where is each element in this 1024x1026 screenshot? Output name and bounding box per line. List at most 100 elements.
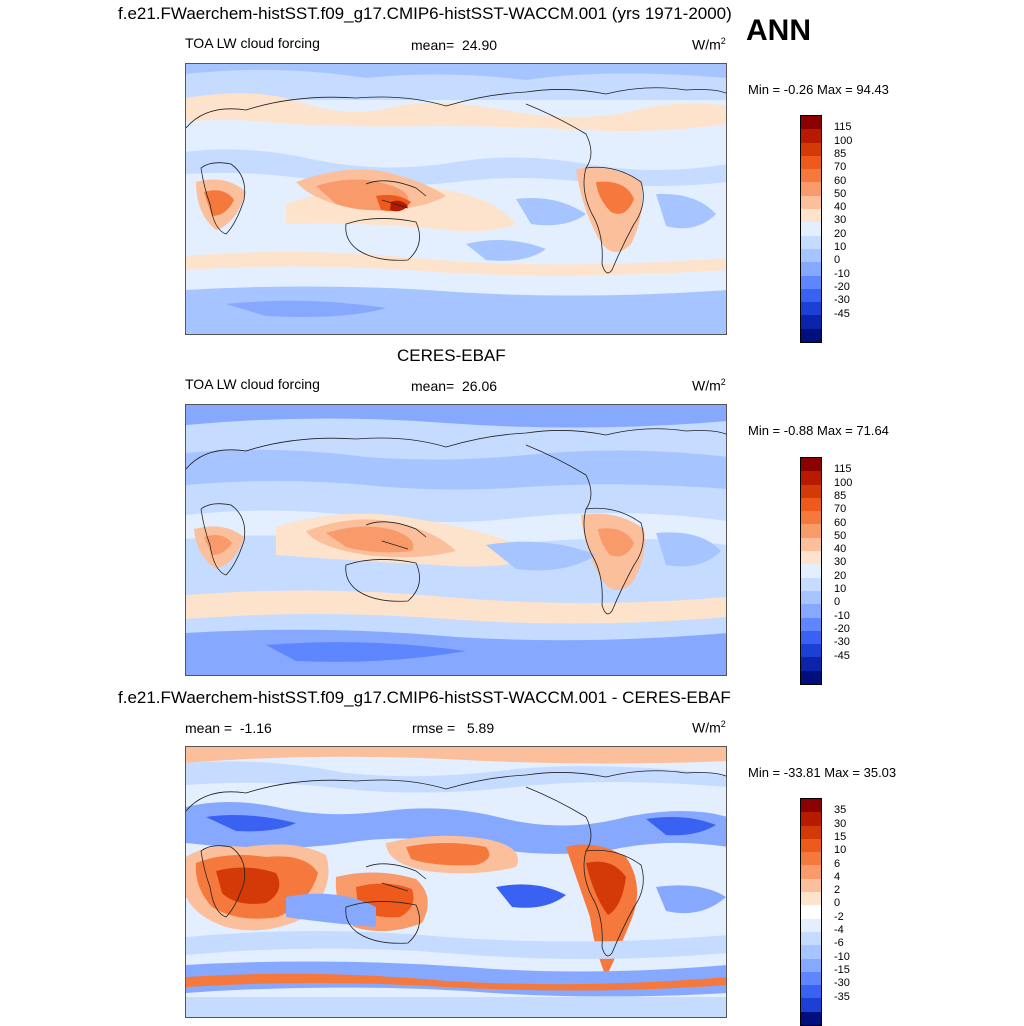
colorbar-tick-label: 100 bbox=[834, 134, 853, 147]
colorbar-swatch bbox=[801, 484, 821, 498]
colorbar-swatch bbox=[801, 315, 821, 329]
panel2-colorbar bbox=[800, 457, 822, 686]
panel3-rmse: rmse = 5.89 bbox=[412, 720, 494, 736]
colorbar-swatch bbox=[801, 812, 821, 826]
panel3-units: W/m2 bbox=[692, 719, 726, 736]
panel1-units-sup: 2 bbox=[720, 36, 726, 46]
colorbar-tick-label: 30 bbox=[834, 214, 847, 227]
colorbar-swatch bbox=[801, 865, 821, 879]
panel3-title: f.e21.FWaerchem-histSST.f09_g17.CMIP6-hi… bbox=[118, 688, 731, 707]
colorbar-swatch bbox=[801, 129, 821, 143]
colorbar-swatch bbox=[801, 511, 821, 525]
colorbar-tick-label: 10 bbox=[834, 844, 847, 857]
colorbar-swatch bbox=[801, 209, 821, 223]
colorbar-tick-label: 0 bbox=[834, 596, 841, 609]
panel2-minmax: Min = -0.88 Max = 71.64 bbox=[748, 423, 889, 438]
colorbar-swatch bbox=[801, 1011, 821, 1026]
colorbar-tick-label: -4 bbox=[834, 924, 844, 936]
colorbar-swatch bbox=[801, 262, 821, 276]
panel2-mean-value: 26.06 bbox=[461, 378, 498, 394]
colorbar-swatch bbox=[801, 878, 821, 893]
colorbar-swatch bbox=[801, 155, 821, 170]
colorbar-tick-label: 0 bbox=[834, 897, 841, 910]
colorbar-tick-label: 10 bbox=[834, 241, 847, 253]
colorbar-tick-label: 115 bbox=[834, 463, 852, 476]
model-title: f.e21.FWaerchem-histSST.f09_g17.CMIP6-hi… bbox=[118, 4, 732, 23]
colorbar-swatch bbox=[801, 328, 821, 343]
colorbar-swatch bbox=[801, 604, 821, 618]
colorbar-tick-label: 30 bbox=[834, 556, 847, 569]
panel3-mean-value: -1.16 bbox=[239, 720, 272, 736]
colorbar-swatch bbox=[801, 945, 821, 959]
colorbar-tick-label: -10 bbox=[834, 950, 850, 963]
panel1-units-text: W/m bbox=[692, 36, 721, 53]
colorbar-tick-label: 2 bbox=[834, 884, 841, 897]
colorbar-swatch bbox=[801, 577, 821, 591]
colorbar-swatch bbox=[801, 116, 821, 130]
colorbar-swatch bbox=[801, 142, 821, 156]
panel2-units-sup: 2 bbox=[720, 377, 726, 387]
panel2-colorbar-swatches bbox=[800, 457, 822, 686]
panel3-map bbox=[185, 746, 727, 1018]
panel1-colorbar bbox=[800, 115, 822, 344]
panel1-minmax: Min = -0.26 Max = 94.43 bbox=[748, 82, 889, 97]
panel2-title: CERES-EBAF bbox=[397, 346, 506, 365]
colorbar-tick-label: 30 bbox=[834, 817, 847, 830]
panel2-mean: mean= 26.06 bbox=[411, 378, 497, 394]
colorbar-swatch bbox=[801, 838, 821, 853]
panel1-mean-value: 24.90 bbox=[461, 37, 498, 53]
colorbar-swatch bbox=[801, 590, 821, 605]
colorbar-swatch bbox=[801, 222, 821, 236]
colorbar-swatch bbox=[801, 670, 821, 685]
colorbar-swatch bbox=[801, 971, 821, 986]
colorbar-tick-label: 15 bbox=[834, 830, 847, 843]
colorbar-tick-label: 6 bbox=[834, 857, 841, 870]
colorbar-swatch bbox=[801, 985, 821, 999]
colorbar-tick-label: 85 bbox=[834, 147, 847, 160]
season-label: ANN bbox=[746, 14, 811, 47]
colorbar-tick-label: 4 bbox=[834, 870, 841, 883]
colorbar-tick-label: 100 bbox=[834, 476, 853, 489]
panel1-mean: mean= 24.90 bbox=[411, 37, 497, 53]
colorbar-tick-label: 20 bbox=[834, 227, 847, 240]
colorbar-swatch bbox=[801, 248, 821, 263]
colorbar-swatch bbox=[801, 931, 821, 946]
colorbar-tick-label: -6 bbox=[834, 937, 844, 950]
colorbar-tick-label: -20 bbox=[834, 280, 850, 293]
panel2-units: W/m2 bbox=[692, 377, 726, 394]
panel2-mean-label: mean= bbox=[411, 378, 455, 394]
colorbar-tick-label: 60 bbox=[834, 174, 847, 187]
colorbar-swatch bbox=[801, 524, 821, 538]
colorbar-swatch bbox=[801, 998, 821, 1012]
colorbar-swatch bbox=[801, 617, 821, 631]
colorbar-tick-label: 85 bbox=[834, 489, 847, 502]
colorbar-tick-label: -20 bbox=[834, 622, 850, 635]
colorbar-tick-label: -30 bbox=[834, 294, 850, 307]
colorbar-swatch bbox=[801, 235, 821, 249]
colorbar-swatch bbox=[801, 551, 821, 565]
panel3-mean: mean = -1.16 bbox=[185, 720, 272, 736]
colorbar-swatch bbox=[801, 195, 821, 210]
panel3-rmse-label: rmse = bbox=[412, 720, 456, 736]
colorbar-swatch bbox=[801, 852, 821, 866]
colorbar-swatch bbox=[801, 892, 821, 906]
colorbar-swatch bbox=[801, 302, 821, 316]
colorbar-tick-label: -35 bbox=[834, 990, 850, 1003]
colorbar-tick-label: -10 bbox=[834, 267, 850, 280]
colorbar-tick-label: 20 bbox=[834, 569, 847, 582]
panel3-mean-label: mean = bbox=[185, 720, 233, 736]
colorbar-tick-label: 10 bbox=[834, 583, 847, 595]
colorbar-swatch bbox=[801, 905, 821, 919]
panel1-variable: TOA LW cloud forcing bbox=[185, 35, 320, 51]
panel1-map bbox=[185, 63, 727, 335]
colorbar-swatch bbox=[801, 471, 821, 485]
colorbar-swatch bbox=[801, 497, 821, 512]
colorbar-swatch bbox=[801, 644, 821, 658]
panel2-units-text: W/m bbox=[692, 377, 721, 394]
colorbar-tick-label: -15 bbox=[834, 963, 850, 976]
panel3-units-text: W/m bbox=[692, 719, 721, 736]
colorbar-tick-label: 50 bbox=[834, 529, 847, 542]
panel3-rmse-value: 5.89 bbox=[466, 720, 495, 736]
colorbar-tick-label: 115 bbox=[834, 121, 852, 134]
colorbar-tick-label: 40 bbox=[834, 201, 847, 214]
